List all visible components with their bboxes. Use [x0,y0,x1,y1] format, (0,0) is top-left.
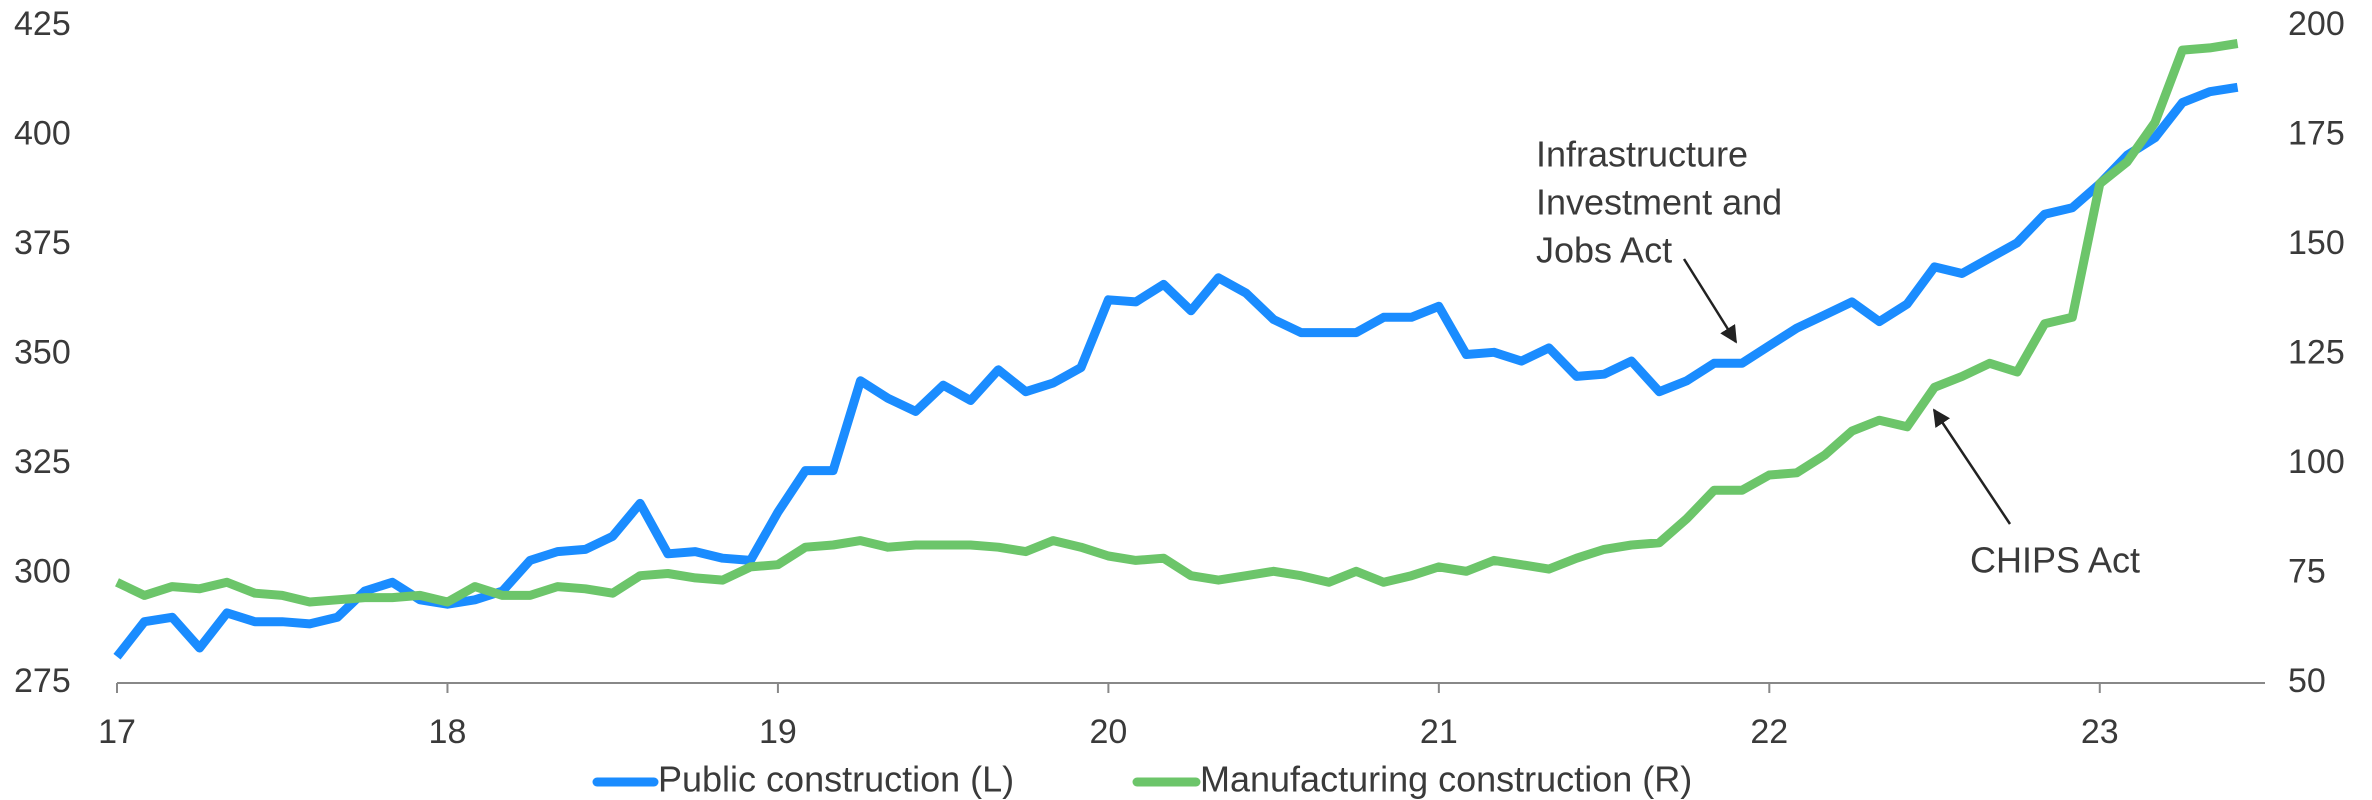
x-tick-label: 23 [2081,713,2119,751]
y-tick-label: 375 [14,224,71,262]
x-tick-label: 20 [1089,713,1127,751]
x-tick-label: 21 [1420,713,1458,751]
y2-tick-label: 50 [2288,662,2326,700]
y2-tick-label: 100 [2288,443,2345,481]
y2-tick-label: 125 [2288,333,2345,371]
annotation-text: Infrastructure [1536,134,1748,175]
annotation-arrow [1682,258,1738,344]
x-tick-label: 17 [98,713,136,751]
y-tick-label: 350 [14,333,71,371]
y2-tick-label: 75 [2288,552,2326,590]
y2-tick-label: 150 [2288,224,2345,262]
legend-label: Manufacturing construction (R) [1200,759,1692,800]
x-tick-label: 19 [759,713,797,751]
y2-tick-label: 200 [2288,5,2345,43]
annotation-text: Investment and [1536,182,1782,223]
annotation-text: CHIPS Act [1970,540,2140,581]
series-line [113,82,2239,660]
y-tick-label: 400 [14,114,71,152]
y-tick-label: 275 [14,662,71,700]
y-tick-label: 425 [14,5,71,43]
y-tick-label: 325 [14,443,71,481]
x-tick-label: 22 [1750,713,1788,751]
annotation-arrow [1932,408,2012,525]
legend-label: Public construction (L) [658,759,1014,800]
y-tick-label: 300 [14,552,71,590]
x-tick-label: 18 [429,713,467,751]
y2-tick-label: 175 [2288,114,2345,152]
annotation-text: Jobs Act [1536,230,1672,271]
series-line [115,39,2239,607]
